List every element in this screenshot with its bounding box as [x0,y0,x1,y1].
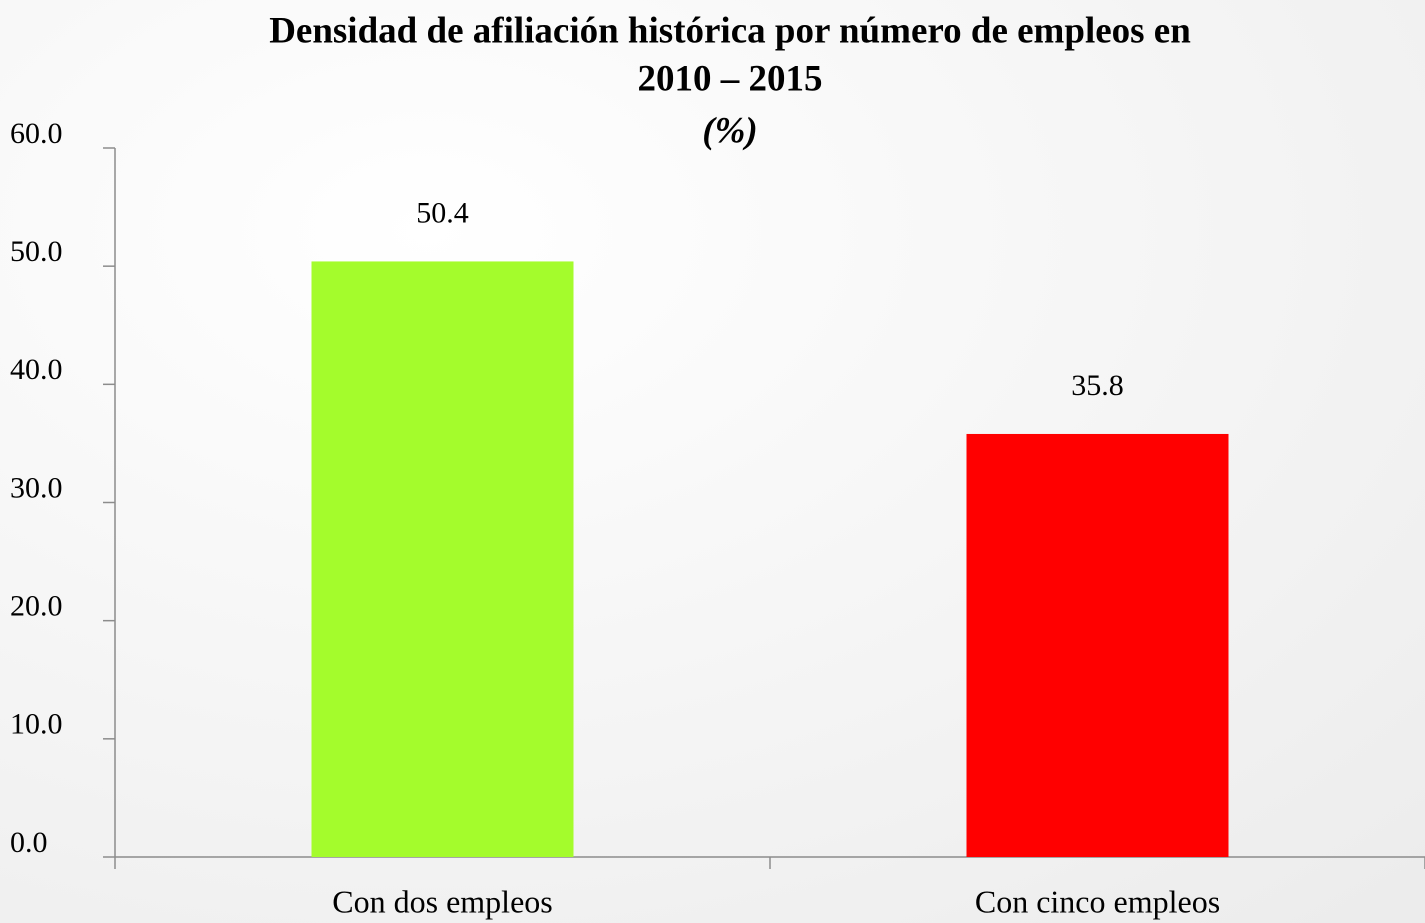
y-tick-label: 40.0 [10,353,63,386]
chart-subtitle: (%) [702,110,757,151]
chart-title: Densidad de afiliación histórica por núm… [269,10,1191,51]
x-tick-label: Con cinco empleos [975,883,1220,919]
data-label: 50.4 [416,196,469,229]
x-tick-label: Con dos empleos [332,883,552,919]
y-tick-label: 60.0 [10,117,63,150]
y-tick-label: 10.0 [10,708,63,741]
y-tick-label: 30.0 [10,471,63,504]
chart-title: 2010 – 2015 [638,58,823,99]
data-label: 35.8 [1071,369,1124,402]
bar [966,433,1229,857]
y-tick-label: 0.0 [10,826,48,859]
y-tick-label: 50.0 [10,235,63,268]
bar [311,261,574,857]
y-tick-label: 20.0 [10,590,63,623]
